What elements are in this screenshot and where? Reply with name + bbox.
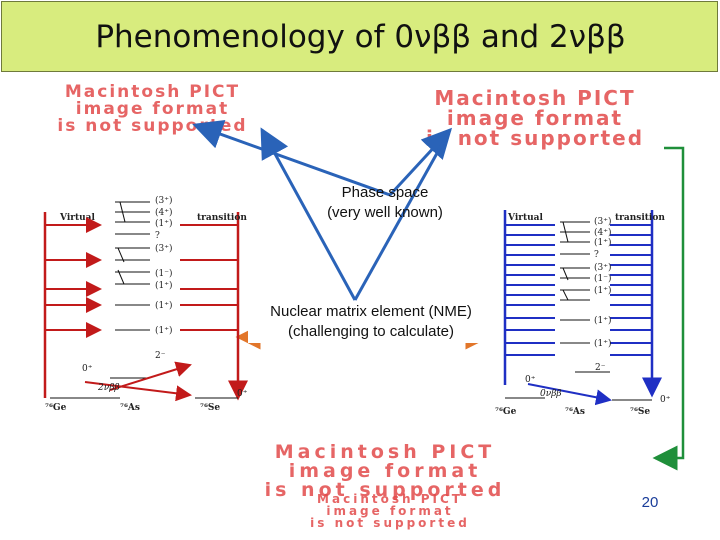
left-ground-state: 0⁺: [82, 364, 93, 374]
nme-subtitle: (challenging to calculate): [288, 323, 454, 341]
phase-space-title: Phase space: [341, 184, 429, 201]
left-level-label: (1⁺): [155, 300, 173, 311]
left-level-diagram: Virtual transition (3⁺) (4⁺) (1⁺) ? (: [43, 195, 248, 413]
pict-placeholder-middle: Macintosh PICT image format is not suppo…: [130, 443, 640, 500]
left-nucleus-ge: ⁷⁶Ge: [45, 403, 67, 413]
right-transition-label: transition: [615, 213, 665, 223]
pict-line3: is not supported: [310, 516, 470, 530]
left-level-label: (1⁺): [155, 280, 173, 291]
right-level-label: (3⁺): [594, 262, 612, 273]
left-level-label: (1⁻): [155, 268, 173, 279]
left-level-label: (4⁺): [155, 207, 173, 218]
left-level-label: (3⁺): [155, 243, 173, 254]
pict-line2: image format: [288, 460, 482, 482]
right-se-gs: 0⁺: [660, 395, 671, 405]
left-level-label: (3⁺): [155, 195, 173, 206]
right-level-label: (3⁺): [594, 216, 612, 227]
left-virtual-label: Virtual: [59, 213, 96, 223]
right-level-label: (1⁺): [594, 237, 612, 248]
right-level-label: (1⁻): [594, 273, 612, 284]
right-virtual-label: Virtual: [507, 213, 544, 223]
right-decay-label: 0νββ: [540, 389, 562, 399]
left-twominus: 2⁻: [155, 351, 166, 361]
pict-placeholder-top-right: Macintosh PICT image format is not suppo…: [355, 88, 715, 148]
phase-space-arrow-left: [192, 120, 391, 197]
right-nucleus-se: ⁷⁶Se: [630, 407, 650, 417]
green-bracket-arrow: [652, 146, 685, 471]
nme-arrow-right: [353, 129, 452, 301]
right-level-label: (1⁺): [594, 338, 612, 349]
right-nucleus-ge: ⁷⁶Ge: [495, 407, 517, 417]
left-transition-label: transition: [197, 213, 247, 223]
pict-line1: Macintosh PICT: [274, 441, 496, 463]
phase-space-subtitle: (very well known): [327, 204, 443, 222]
right-level-diagram: Virtual transition (3⁺): [495, 210, 671, 417]
left-level-label: (1⁺): [155, 218, 173, 229]
slide-title: Phenomenology of 0νββ and 2νββ: [95, 19, 626, 55]
pict-line1: Macintosh PICT: [64, 82, 241, 102]
right-level-label: (1⁺): [594, 285, 612, 296]
nme-arrow-left: [260, 127, 357, 301]
left-decay-label: 2νββ: [97, 383, 120, 393]
pict-line2: image format: [326, 504, 454, 518]
phase-space-arrow-right: [388, 127, 453, 197]
pict-placeholder-bottom: Macintosh PICT image format is not suppo…: [235, 493, 545, 529]
left-level-label: (1⁺): [155, 325, 173, 336]
right-twominus: 2⁻: [595, 363, 606, 373]
pict-line3: is not supported: [425, 126, 645, 150]
right-level-label: (4⁺): [594, 227, 612, 238]
title-bar: Phenomenology of 0νββ and 2νββ: [1, 1, 718, 72]
right-ground-state: 0⁺: [525, 375, 536, 385]
pict-line1: Macintosh PICT: [317, 492, 463, 506]
right-level-label: (1⁺): [594, 315, 612, 326]
right-level-label: ?: [594, 250, 599, 260]
left-nucleus-se: ⁷⁶Se: [200, 403, 220, 413]
pict-line2: image format: [75, 99, 230, 119]
phase-space-callout: Phase space (very well known): [300, 183, 470, 224]
left-nucleus-as: ⁷⁶As: [120, 403, 140, 413]
right-nucleus-as: ⁷⁶As: [565, 407, 585, 417]
nme-title: Nuclear matrix element (NME): [270, 303, 472, 320]
left-se-gs: 0⁺: [237, 389, 248, 399]
nme-callout: Nuclear matrix element (NME) (challengin…: [248, 302, 494, 343]
left-level-label: ?: [155, 231, 160, 241]
pict-line2: image format: [446, 106, 624, 130]
page-number: 20: [641, 494, 659, 511]
right-decay-arrow: [527, 383, 612, 406]
pict-line1: Macintosh PICT: [434, 86, 636, 110]
pict-line3: is not supported: [264, 479, 506, 501]
